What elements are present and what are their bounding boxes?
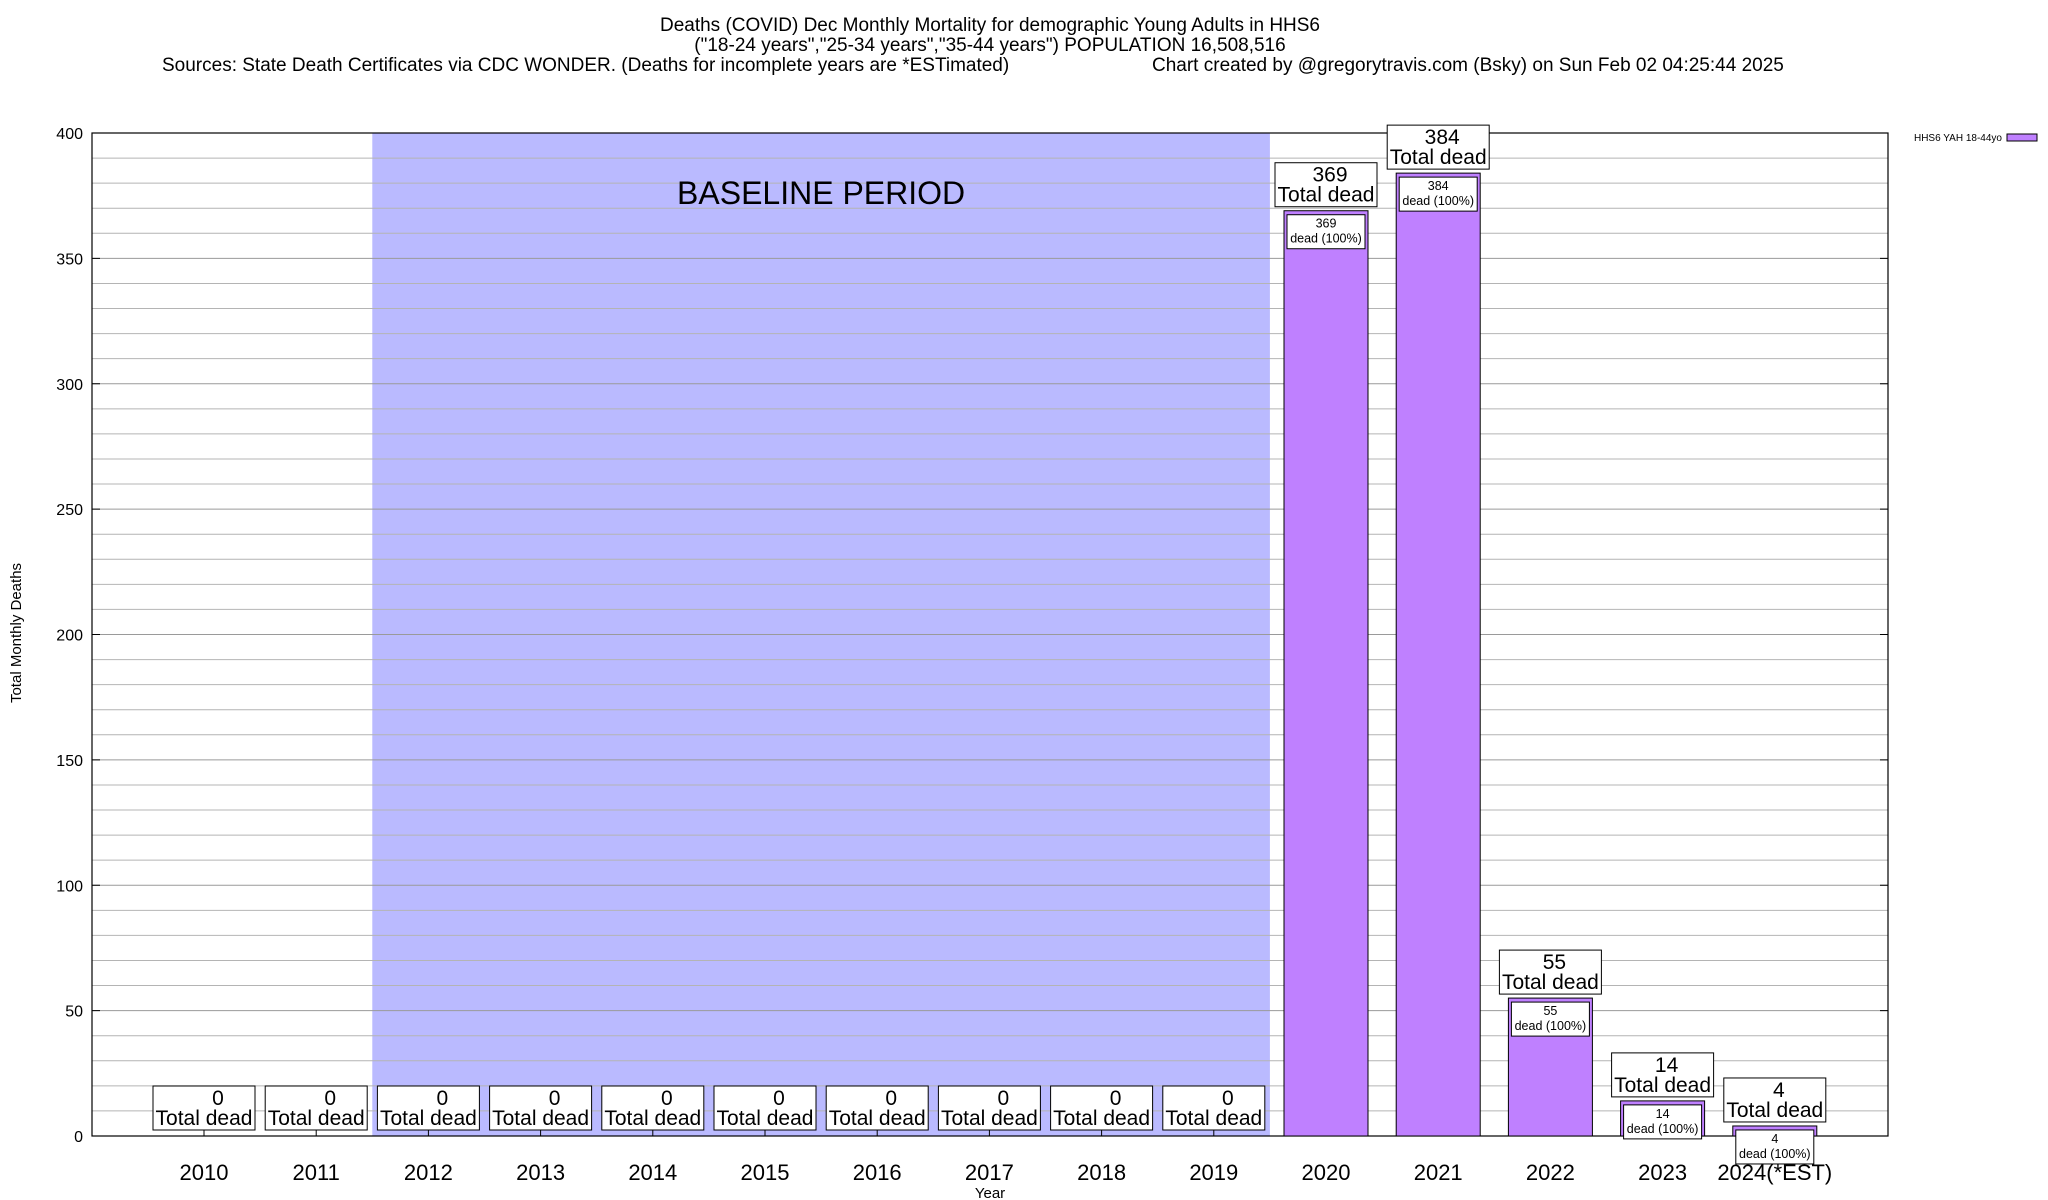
x-tick-label: 2017 xyxy=(965,1160,1014,1185)
bar-total-text: Total dead xyxy=(492,1107,589,1130)
bar-total-text: Total dead xyxy=(1726,1099,1823,1122)
bar-total-text: Total dead xyxy=(604,1107,701,1130)
y-tick-label: 100 xyxy=(56,878,83,895)
y-axis-label: Total Monthly Deaths xyxy=(8,563,25,703)
legend: HHS6 YAH 18-44yo xyxy=(1914,133,2037,144)
bar xyxy=(1396,173,1480,1136)
chart-header: Deaths (COVID) Dec Monthly Mortality for… xyxy=(162,15,1784,76)
bar-total-text: Total dead xyxy=(1390,146,1487,169)
x-tick-label: 2023 xyxy=(1638,1160,1687,1185)
bar-total-text: Total dead xyxy=(1165,1107,1262,1130)
bar-inner-pct: dead (100%) xyxy=(1515,1019,1587,1033)
x-tick-label: 2014 xyxy=(628,1160,677,1185)
bar xyxy=(1284,211,1368,1136)
x-tick-label: 2013 xyxy=(516,1160,565,1185)
bar-total-text: Total dead xyxy=(941,1107,1038,1130)
bar-total-text: Total dead xyxy=(1053,1107,1150,1130)
bar-total-text: Total dead xyxy=(1502,971,1599,994)
bar-inner-pct: dead (100%) xyxy=(1290,232,1362,246)
chart-credit: Chart created by @gregorytravis.com (Bsk… xyxy=(1152,55,1784,76)
y-tick-label: 300 xyxy=(56,377,83,394)
x-tick-label: 2010 xyxy=(180,1160,229,1185)
x-tick-label: 2012 xyxy=(404,1160,453,1185)
x-tick-label: 2022 xyxy=(1526,1160,1575,1185)
bar-total-text: Total dead xyxy=(156,1107,253,1130)
x-tick-label: 2016 xyxy=(853,1160,902,1185)
x-tick-label: 2015 xyxy=(741,1160,790,1185)
plot-area: BASELINE PERIOD 0 50 100 150 200 250 300 350 400 2… xyxy=(56,125,1888,1185)
bar-inner-pct: dead (100%) xyxy=(1402,194,1474,208)
baseline-label: BASELINE PERIOD xyxy=(677,175,965,211)
bar-inner-pct: dead (100%) xyxy=(1627,1122,1699,1136)
bar-total-text: Total dead xyxy=(1614,1074,1711,1097)
x-tick-label: 2020 xyxy=(1302,1160,1351,1185)
bar-inner-value: 14 xyxy=(1656,1107,1670,1121)
bar-total-text: Total dead xyxy=(829,1107,926,1130)
bar-total-text: Total dead xyxy=(1278,184,1375,207)
y-tick-label: 250 xyxy=(56,502,83,519)
legend-swatch xyxy=(2007,134,2037,141)
x-axis-label: Year xyxy=(975,1185,1005,1200)
bar-inner-value: 55 xyxy=(1543,1004,1557,1018)
chart: Deaths (COVID) Dec Monthly Mortality for… xyxy=(0,0,2048,1200)
y-tick-label: 0 xyxy=(74,1129,83,1146)
x-tick-label: 2019 xyxy=(1189,1160,1238,1185)
chart-subtitle: ("18-24 years","25-34 years","35-44 year… xyxy=(694,35,1285,56)
y-tick-label: 50 xyxy=(65,1004,83,1021)
y-tick-label: 200 xyxy=(56,628,83,645)
bar-inner-value: 369 xyxy=(1316,217,1337,231)
y-tick-label: 150 xyxy=(56,753,83,770)
x-tick-label: 2021 xyxy=(1414,1160,1463,1185)
legend-label: HHS6 YAH 18-44yo xyxy=(1914,133,2002,144)
bar-inner-value: 384 xyxy=(1428,179,1449,193)
bar-total-text: Total dead xyxy=(717,1107,814,1130)
bar-inner-pct: dead (100%) xyxy=(1739,1147,1811,1161)
bar-inner-value: 4 xyxy=(1771,1132,1778,1146)
chart-title: Deaths (COVID) Dec Monthly Mortality for… xyxy=(660,15,1320,36)
bar-total-text: Total dead xyxy=(380,1107,477,1130)
bar-total-text: Total dead xyxy=(268,1107,365,1130)
x-tick-label: 2011 xyxy=(293,1160,340,1185)
chart-sources: Sources: State Death Certificates via CD… xyxy=(162,55,1009,76)
y-tick-label: 400 xyxy=(56,126,83,143)
y-tick-label: 350 xyxy=(56,251,83,268)
x-tick-label: 2018 xyxy=(1077,1160,1126,1185)
